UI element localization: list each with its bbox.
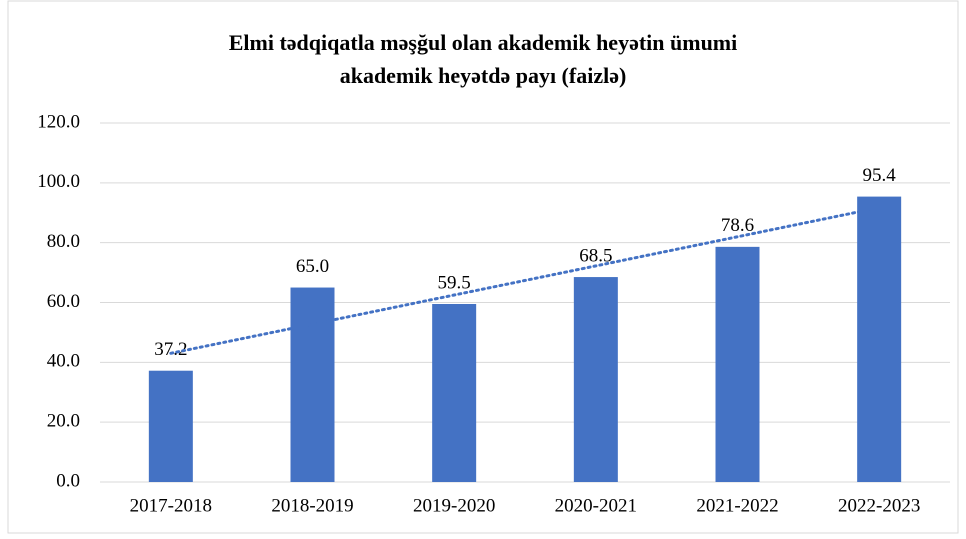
chart-title: akademik heyətdə payı (faizlə) <box>340 63 627 88</box>
y-tick-label: 100.0 <box>37 171 80 192</box>
x-tick-label: 2022-2023 <box>838 495 920 516</box>
y-tick-label: 120.0 <box>37 111 80 132</box>
data-label: 37.2 <box>154 339 187 360</box>
y-tick-label: 0.0 <box>56 470 80 491</box>
y-tick-label: 20.0 <box>47 411 80 432</box>
bar <box>290 287 335 482</box>
chart-title: Elmi tədqiqatla məşğul olan akademik hey… <box>229 30 738 55</box>
y-tick-label: 80.0 <box>47 231 80 252</box>
data-label: 78.6 <box>721 215 754 236</box>
data-label: 59.5 <box>438 272 471 293</box>
data-label: 68.5 <box>579 245 612 266</box>
trendline <box>169 206 881 355</box>
bar <box>573 277 618 482</box>
x-tick-label: 2017-2018 <box>130 495 212 516</box>
bar <box>857 196 902 482</box>
data-label: 65.0 <box>296 256 329 277</box>
data-label: 95.4 <box>863 165 897 186</box>
y-tick-label: 60.0 <box>47 291 80 312</box>
x-tick-label: 2018-2019 <box>271 495 353 516</box>
bar <box>148 370 193 482</box>
bar <box>715 246 760 482</box>
x-tick-label: 2020-2021 <box>555 495 637 516</box>
bar <box>432 303 477 482</box>
x-tick-label: 2019-2020 <box>413 495 495 516</box>
y-tick-label: 40.0 <box>47 351 80 372</box>
x-tick-label: 2021-2022 <box>696 495 778 516</box>
